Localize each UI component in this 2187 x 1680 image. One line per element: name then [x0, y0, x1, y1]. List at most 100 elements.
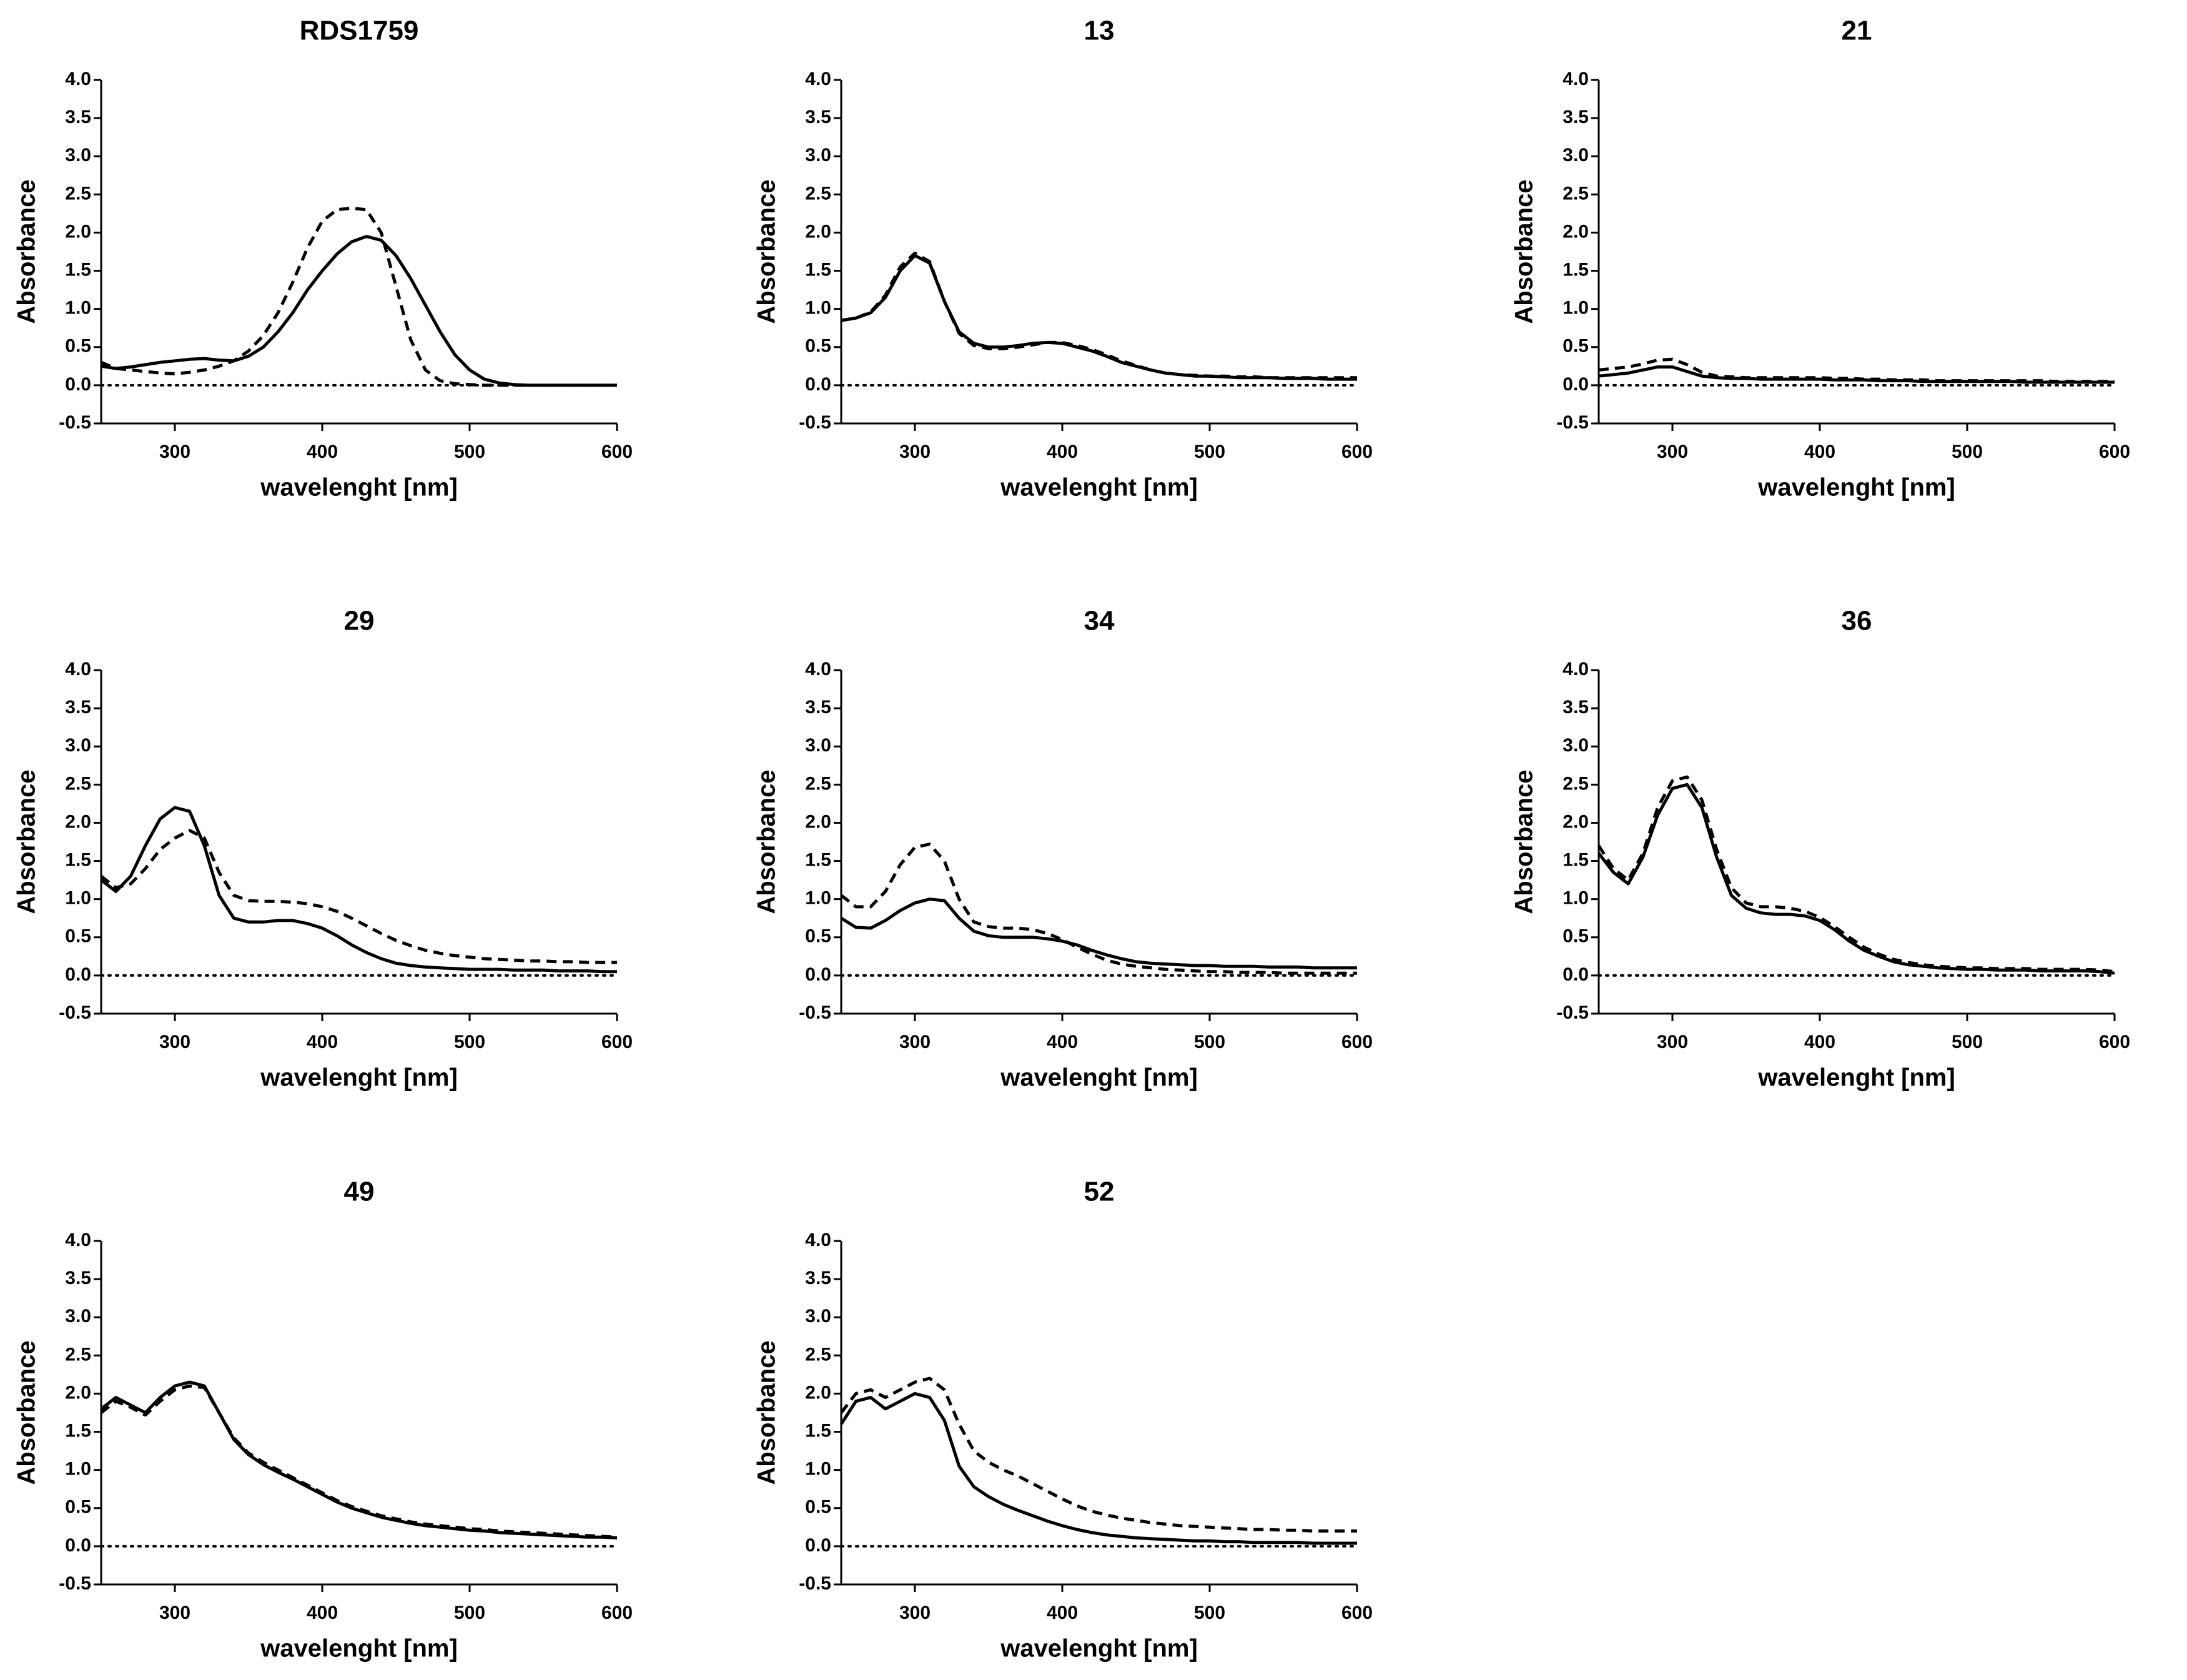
- y-tick-label: 4.0: [1562, 69, 1589, 89]
- y-tick-label: 0.5: [805, 926, 831, 947]
- x-tick-label: 300: [899, 442, 931, 462]
- chart-title: 52: [1084, 1177, 1115, 1207]
- panel: 21 wavelenght [nm] Absorbance -0.5 0.0 0.5 1.0…: [1511, 16, 2130, 502]
- y-axis-label: Absorbance: [13, 1340, 41, 1485]
- y-tick-label: 2.5: [65, 773, 91, 794]
- y-tick-label: 2.0: [1562, 221, 1589, 242]
- x-tick-label: 500: [1194, 1032, 1225, 1052]
- y-tick-label: 1.5: [65, 259, 91, 280]
- x-tick-label: 500: [1194, 442, 1225, 462]
- y-tick-label: 4.0: [805, 1230, 831, 1250]
- x-tick-label: 500: [454, 1603, 485, 1623]
- x-tick-label: 300: [1657, 1032, 1688, 1052]
- x-tick-label: 600: [601, 442, 633, 462]
- y-tick-label: 1.0: [1562, 888, 1589, 909]
- y-tick-label: 2.5: [65, 183, 91, 204]
- x-tick-label: 300: [159, 1603, 190, 1623]
- x-tick-label: 600: [1341, 442, 1373, 462]
- y-tick-label: 2.0: [805, 811, 831, 832]
- series-line: [1597, 775, 2115, 974]
- chart-title: 36: [1842, 606, 1872, 636]
- y-tick-label: 0.0: [805, 964, 831, 985]
- series-line: [1598, 357, 2115, 383]
- y-tick-label: 0.5: [1562, 336, 1589, 357]
- x-tick-label: 300: [1657, 442, 1688, 462]
- x-tick-label: 600: [601, 1603, 633, 1623]
- y-tick-label: 2.0: [805, 221, 831, 242]
- y-tick-label: 2.0: [65, 811, 91, 832]
- series-line: [1597, 783, 2115, 975]
- y-axis-label: Absorbance: [1511, 179, 1538, 324]
- series-line: [840, 1376, 1357, 1533]
- series-line: [841, 251, 1357, 380]
- x-axis-label: wavelenght [nm]: [260, 1635, 458, 1663]
- y-tick-label: 3.0: [1562, 145, 1589, 166]
- y-axis-label: Absorbance: [753, 179, 781, 324]
- y-tick-label: 1.0: [805, 888, 831, 909]
- x-tick-label: 600: [2099, 1032, 2130, 1052]
- y-tick-label: 0.5: [805, 336, 831, 357]
- chart-title: 49: [344, 1177, 375, 1207]
- y-tick-label: 1.5: [1562, 259, 1589, 280]
- y-tick-label: 3.5: [805, 107, 831, 127]
- y-tick-label: 0.5: [65, 1497, 91, 1518]
- y-tick-label: 1.5: [1562, 849, 1589, 870]
- y-tick-label: 2.0: [1562, 811, 1589, 832]
- y-tick-label: 0.0: [1562, 374, 1589, 395]
- x-tick-label: 400: [307, 1032, 338, 1052]
- y-tick-label: 3.5: [1562, 697, 1589, 718]
- x-tick-label: 300: [899, 1032, 931, 1052]
- x-tick-label: 400: [307, 1603, 338, 1623]
- y-tick-label: 1.0: [65, 1459, 91, 1480]
- y-axis-label: Absorbance: [13, 179, 41, 324]
- y-tick-label: 0.5: [65, 926, 91, 947]
- y-tick-label: 1.0: [65, 298, 91, 319]
- x-axis-label: wavelenght [nm]: [260, 1064, 458, 1092]
- x-tick-label: 600: [1341, 1603, 1373, 1623]
- y-tick-label: 0.0: [805, 374, 831, 395]
- x-axis-label: wavelenght [nm]: [1000, 1064, 1198, 1092]
- y-tick-label: 3.0: [805, 145, 831, 166]
- chart-title: RDS1759: [300, 16, 419, 46]
- y-tick-label: 0.0: [1562, 964, 1589, 985]
- y-tick-label: 2.5: [805, 773, 831, 794]
- series-line: [841, 254, 1357, 381]
- y-tick-label: -0.5: [59, 412, 91, 433]
- y-tick-label: 0.5: [805, 1497, 831, 1518]
- x-tick-label: 600: [1341, 1032, 1373, 1052]
- y-tick-label: 1.5: [805, 1420, 831, 1441]
- y-tick-label: 0.5: [65, 336, 91, 357]
- chart-title: 13: [1084, 16, 1115, 46]
- y-axis-label: Absorbance: [13, 769, 41, 914]
- y-tick-label: -0.5: [799, 1573, 831, 1594]
- y-tick-label: 3.0: [805, 1306, 831, 1327]
- y-tick-label: 0.0: [65, 374, 91, 395]
- y-tick-label: 2.0: [805, 1382, 831, 1403]
- y-tick-label: 4.0: [805, 69, 831, 89]
- series-line: [840, 842, 1357, 975]
- x-tick-label: 500: [1952, 442, 1983, 462]
- series-line: [101, 206, 617, 387]
- y-tick-label: -0.5: [59, 1573, 91, 1594]
- y-tick-label: 0.0: [65, 1535, 91, 1556]
- y-tick-label: -0.5: [1556, 1002, 1589, 1023]
- y-tick-label: 4.0: [805, 659, 831, 679]
- x-axis-label: wavelenght [nm]: [260, 474, 458, 502]
- series-line: [100, 1384, 618, 1539]
- series-line: [100, 829, 617, 964]
- x-tick-label: 400: [307, 442, 338, 462]
- y-tick-label: 3.0: [65, 735, 91, 756]
- x-tick-label: 500: [1194, 1603, 1225, 1623]
- y-tick-label: 0.0: [805, 1535, 831, 1556]
- x-tick-label: 300: [159, 442, 190, 462]
- y-tick-label: 3.5: [65, 107, 91, 127]
- y-axis-label: Absorbance: [1511, 769, 1538, 914]
- panel: 13 wavelenght [nm] Absorbance -0.5 0.0 0.5 1.0…: [753, 16, 1373, 502]
- x-tick-label: 400: [1047, 1603, 1078, 1623]
- y-tick-label: -0.5: [59, 1002, 91, 1023]
- x-tick-label: 600: [2099, 442, 2130, 462]
- y-tick-label: 3.0: [805, 735, 831, 756]
- y-tick-label: 1.0: [805, 1459, 831, 1480]
- y-tick-label: 2.5: [1562, 183, 1589, 204]
